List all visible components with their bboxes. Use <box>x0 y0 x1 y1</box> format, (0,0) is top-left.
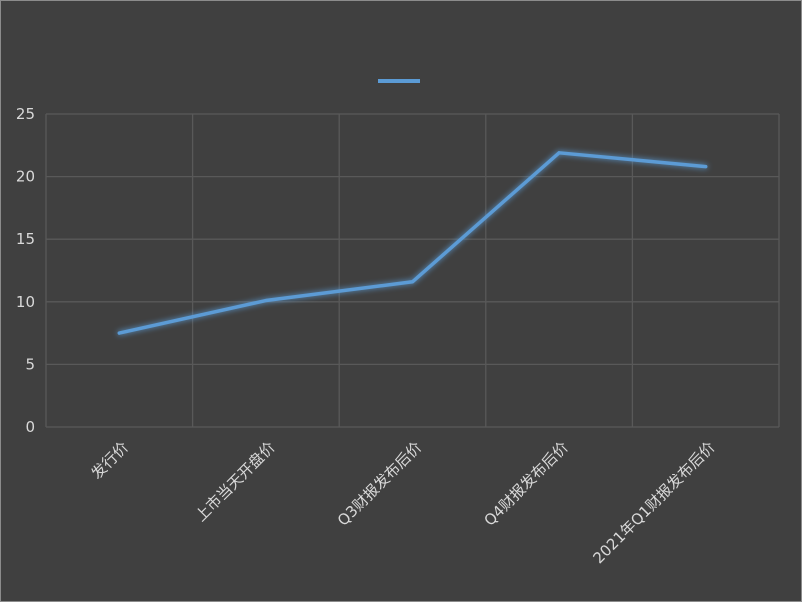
data-point <box>557 151 561 155</box>
series-layer <box>117 151 708 335</box>
data-point <box>117 331 121 335</box>
y-tick-label: 5 <box>25 355 35 373</box>
gridlines <box>45 113 780 428</box>
data-point <box>704 165 708 169</box>
y-axis-ticks: 0 5 10 15 20 25 <box>16 105 35 436</box>
x-tick-label: 发行价 <box>88 438 133 483</box>
y-tick-label: 20 <box>16 168 35 186</box>
series-line <box>117 151 708 335</box>
x-tick-label: 上市当天开盘价 <box>192 438 279 525</box>
x-axis-ticks: 发行价 上市当天开盘价 Q3财报发布后价 Q4财报发布后价 2021年Q1财报发布后价 <box>88 438 719 567</box>
x-tick-label: 2021年Q1财报发布后价 <box>589 438 718 567</box>
y-tick-label: 15 <box>16 230 35 248</box>
y-tick-label: 0 <box>25 418 35 436</box>
data-point <box>264 299 268 303</box>
data-point <box>411 280 414 284</box>
y-tick-label: 25 <box>16 105 35 123</box>
y-tick-label: 10 <box>16 293 35 311</box>
x-tick-label: Q4财报发布后价 <box>480 438 571 529</box>
x-tick-label: Q3财报发布后价 <box>334 438 425 529</box>
